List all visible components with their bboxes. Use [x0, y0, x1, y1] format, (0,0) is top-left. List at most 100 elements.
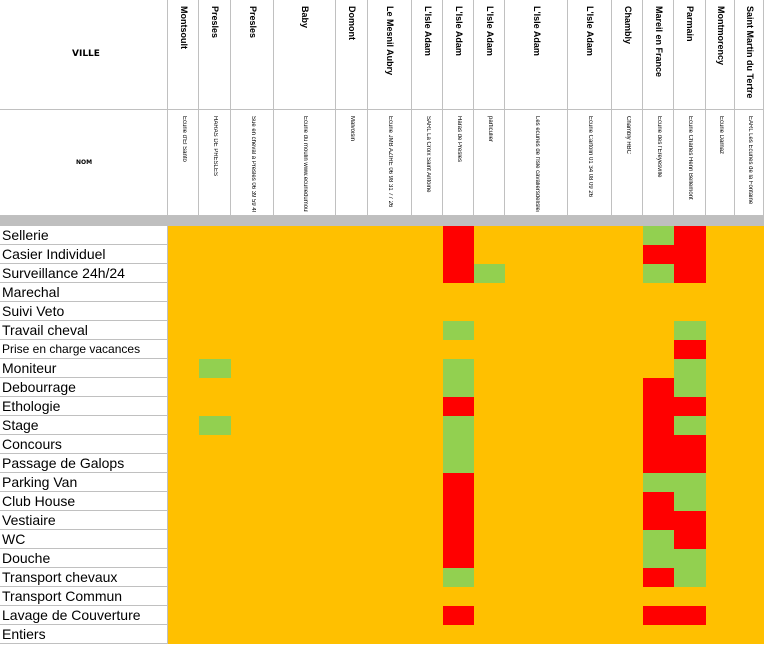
- header-cell[interactable]: [443, 0, 474, 110]
- data-cell[interactable]: [368, 321, 412, 340]
- data-cell[interactable]: [612, 416, 643, 435]
- data-cell[interactable]: [505, 435, 568, 454]
- row-label-cell[interactable]: [0, 568, 168, 587]
- data-cell[interactable]: [443, 302, 474, 321]
- header-cell[interactable]: [231, 110, 274, 216]
- data-cell[interactable]: [568, 378, 612, 397]
- data-cell[interactable]: [336, 492, 368, 511]
- data-cell[interactable]: [706, 606, 735, 625]
- data-cell[interactable]: [336, 359, 368, 378]
- data-cell[interactable]: [706, 511, 735, 530]
- data-cell[interactable]: [443, 473, 474, 492]
- row-label-cell[interactable]: [0, 321, 168, 340]
- data-cell[interactable]: [706, 302, 735, 321]
- data-cell[interactable]: [274, 378, 336, 397]
- data-cell[interactable]: [199, 359, 231, 378]
- data-cell[interactable]: [368, 378, 412, 397]
- data-cell[interactable]: [568, 321, 612, 340]
- data-cell[interactable]: [443, 283, 474, 302]
- data-cell[interactable]: [443, 511, 474, 530]
- data-cell[interactable]: [443, 359, 474, 378]
- data-cell[interactable]: [643, 321, 674, 340]
- data-cell[interactable]: [199, 511, 231, 530]
- data-cell[interactable]: [368, 359, 412, 378]
- header-cell[interactable]: [612, 0, 643, 110]
- data-cell[interactable]: [505, 245, 568, 264]
- data-cell[interactable]: [168, 245, 199, 264]
- data-cell[interactable]: [368, 549, 412, 568]
- data-cell[interactable]: [231, 340, 274, 359]
- data-cell[interactable]: [643, 625, 674, 644]
- header-cell[interactable]: [674, 0, 706, 110]
- data-cell[interactable]: [412, 492, 443, 511]
- data-cell[interactable]: [735, 530, 764, 549]
- data-cell[interactable]: [706, 549, 735, 568]
- data-cell[interactable]: [674, 359, 706, 378]
- data-cell[interactable]: [568, 245, 612, 264]
- header-cell[interactable]: [0, 110, 168, 216]
- data-cell[interactable]: [568, 435, 612, 454]
- data-cell[interactable]: [336, 245, 368, 264]
- data-cell[interactable]: [199, 492, 231, 511]
- data-cell[interactable]: [412, 359, 443, 378]
- data-cell[interactable]: [643, 435, 674, 454]
- row-label-cell[interactable]: [0, 340, 168, 359]
- row-label-cell[interactable]: [0, 435, 168, 454]
- data-cell[interactable]: [505, 378, 568, 397]
- data-cell[interactable]: [368, 606, 412, 625]
- data-cell[interactable]: [674, 606, 706, 625]
- data-cell[interactable]: [568, 302, 612, 321]
- data-cell[interactable]: [674, 454, 706, 473]
- data-cell[interactable]: [412, 549, 443, 568]
- data-cell[interactable]: [505, 549, 568, 568]
- data-cell[interactable]: [336, 264, 368, 283]
- data-cell[interactable]: [643, 454, 674, 473]
- data-cell[interactable]: [199, 416, 231, 435]
- data-cell[interactable]: [368, 435, 412, 454]
- row-label-cell[interactable]: [0, 416, 168, 435]
- data-cell[interactable]: [474, 378, 505, 397]
- data-cell[interactable]: [368, 283, 412, 302]
- data-cell[interactable]: [274, 226, 336, 245]
- header-cell[interactable]: [199, 110, 231, 216]
- data-cell[interactable]: [368, 340, 412, 359]
- data-cell[interactable]: [568, 340, 612, 359]
- data-cell[interactable]: [505, 264, 568, 283]
- data-cell[interactable]: [443, 587, 474, 606]
- data-cell[interactable]: [168, 378, 199, 397]
- data-cell[interactable]: [443, 321, 474, 340]
- data-cell[interactable]: [199, 264, 231, 283]
- data-cell[interactable]: [274, 625, 336, 644]
- data-cell[interactable]: [612, 549, 643, 568]
- data-cell[interactable]: [568, 492, 612, 511]
- data-cell[interactable]: [643, 492, 674, 511]
- data-cell[interactable]: [336, 511, 368, 530]
- data-cell[interactable]: [735, 359, 764, 378]
- data-cell[interactable]: [168, 530, 199, 549]
- data-cell[interactable]: [474, 359, 505, 378]
- data-cell[interactable]: [412, 226, 443, 245]
- data-cell[interactable]: [336, 568, 368, 587]
- data-cell[interactable]: [336, 435, 368, 454]
- row-label-cell[interactable]: [0, 454, 168, 473]
- data-cell[interactable]: [706, 568, 735, 587]
- data-cell[interactable]: [643, 226, 674, 245]
- data-cell[interactable]: [674, 625, 706, 644]
- header-cell[interactable]: [231, 0, 274, 110]
- data-cell[interactable]: [168, 397, 199, 416]
- data-cell[interactable]: [412, 245, 443, 264]
- data-cell[interactable]: [643, 549, 674, 568]
- data-cell[interactable]: [674, 226, 706, 245]
- data-cell[interactable]: [231, 473, 274, 492]
- data-cell[interactable]: [274, 606, 336, 625]
- data-cell[interactable]: [674, 568, 706, 587]
- data-cell[interactable]: [568, 226, 612, 245]
- data-cell[interactable]: [443, 245, 474, 264]
- data-cell[interactable]: [336, 283, 368, 302]
- data-cell[interactable]: [706, 264, 735, 283]
- header-cell[interactable]: [199, 0, 231, 110]
- data-cell[interactable]: [168, 492, 199, 511]
- data-cell[interactable]: [706, 454, 735, 473]
- data-cell[interactable]: [368, 511, 412, 530]
- header-cell[interactable]: [643, 0, 674, 110]
